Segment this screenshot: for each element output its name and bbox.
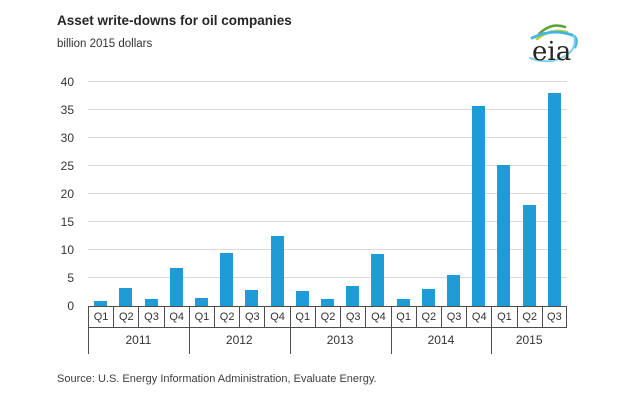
gridline [88, 249, 567, 250]
quarter-label-cell: Q1 [88, 307, 114, 328]
year-separator [390, 307, 392, 354]
quarter-label-cell: Q3 [239, 307, 265, 328]
year-label: 2013 [326, 333, 354, 347]
quarter-label-cell: Q2 [516, 307, 542, 328]
quarter-label-cell: Q3 [541, 307, 567, 328]
x-axis: Q1 Q2 Q3 Q4 2011 Q1 Q2 Q3 Q4 2012 Q1 Q2 Q3 Q4 2013 Q1 Q2… [88, 307, 567, 355]
bar [119, 288, 133, 306]
year-label: 2014 [427, 333, 455, 347]
logo-blue-swoosh [530, 30, 578, 49]
logo-green-swoosh [537, 24, 567, 36]
year-label: 2011 [125, 333, 152, 347]
year-label: 2012 [225, 333, 253, 347]
bar [447, 275, 461, 306]
logo-blue-swoosh-2 [529, 35, 576, 63]
y-tick-label: 5 [67, 271, 74, 285]
quarter-label-cell: Q1 [289, 307, 315, 328]
bar [169, 267, 183, 306]
bar [547, 92, 561, 306]
year-separator [188, 307, 190, 354]
bar [220, 252, 234, 306]
y-tick-label: 0 [67, 299, 74, 313]
bar [472, 106, 486, 306]
y-tick-label: 10 [60, 243, 74, 257]
year-separator [88, 307, 89, 354]
quarter-label-cell: Q1 [390, 307, 416, 328]
quarter-label-cell: Q4 [466, 307, 492, 328]
gridline [88, 81, 567, 82]
source-note: Source: U.S. Energy Information Administ… [57, 373, 377, 385]
quarter-label-cell: Q2 [113, 307, 139, 328]
gridline [88, 277, 567, 278]
year-separator [289, 307, 291, 354]
bar [295, 290, 309, 306]
y-tick-label: 15 [60, 215, 74, 229]
quarter-label-cell: Q1 [188, 307, 215, 328]
y-tick-label: 20 [60, 187, 74, 201]
y-tick-label: 40 [60, 75, 74, 89]
quarter-label-cell: Q4 [365, 307, 391, 328]
bar [94, 300, 108, 306]
quarter-label-cell: Q4 [163, 307, 189, 328]
chart-title: Asset write-downs for oil companies [57, 13, 292, 28]
y-tick-label: 35 [60, 103, 74, 117]
bar [270, 236, 284, 306]
chart-subtitle: billion 2015 dollars [57, 38, 153, 50]
quarter-label-cell: Q2 [415, 307, 441, 328]
y-tick-label: 30 [60, 131, 74, 145]
year-label: 2015 [515, 333, 543, 347]
quarter-label-cell: Q4 [264, 307, 290, 328]
quarter-label-cell: Q2 [214, 307, 240, 328]
bar [194, 298, 208, 306]
bar [144, 299, 158, 306]
bar [522, 204, 536, 306]
gridline [88, 221, 567, 222]
year-separator [491, 307, 493, 354]
quarter-label-cell: Q3 [340, 307, 366, 328]
gridline [88, 109, 567, 110]
gridline [88, 165, 567, 166]
bar [497, 164, 511, 306]
bar [371, 253, 385, 306]
quarter-label-cell: Q1 [491, 307, 517, 328]
logo-text: eia [532, 37, 571, 67]
quarter-label-cell: Q3 [440, 307, 467, 328]
quarter-label-cell: Q2 [314, 307, 341, 328]
gridline [88, 137, 567, 138]
plot-area [88, 81, 567, 307]
y-tick-label: 25 [60, 159, 74, 173]
bar [421, 288, 435, 306]
bar [245, 289, 259, 306]
bar [321, 299, 334, 306]
bar [346, 286, 360, 306]
bar [396, 299, 410, 306]
gridline [88, 193, 567, 194]
eia-logo: eia [524, 14, 582, 68]
quarter-label-cell: Q3 [138, 307, 164, 328]
